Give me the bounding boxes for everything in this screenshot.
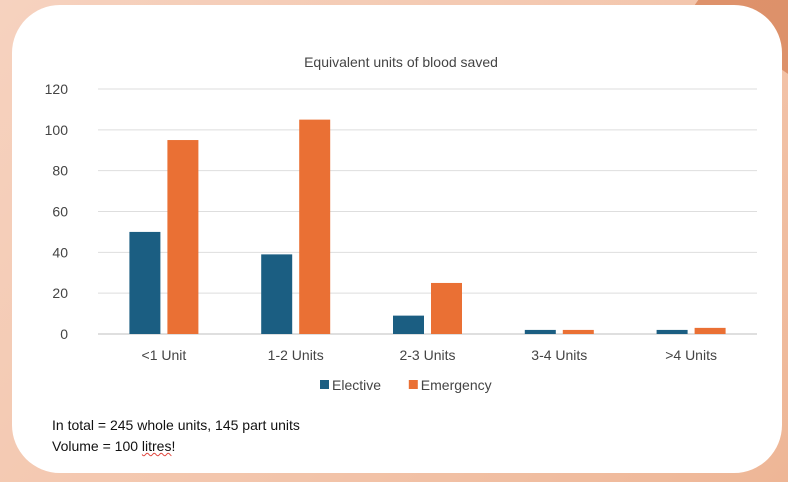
- bar-emergency: [694, 327, 726, 334]
- bar-elective: [524, 329, 556, 334]
- y-tick-label: 80: [52, 163, 68, 179]
- volume-note-unit: litres: [141, 438, 172, 454]
- legend-swatch-emergency: [408, 380, 418, 389]
- summary-notes: In total = 245 whole units, 145 part uni…: [52, 415, 300, 457]
- legend-label-elective: Elective: [332, 377, 381, 393]
- bar-elective: [129, 231, 161, 334]
- bar-elective: [656, 329, 688, 334]
- legend-swatch-elective: [320, 380, 329, 389]
- bar-chart: Equivalent units of blood saved 0 20 40 60 8…: [45, 54, 757, 393]
- bar-emergency: [167, 140, 199, 334]
- x-tick-label: 1-2 Units: [268, 347, 324, 363]
- volume-note: Volume = 100 litres!: [52, 436, 300, 457]
- x-tick-label: <1 Unit: [142, 347, 187, 363]
- x-tick-label: >4 Units: [665, 347, 717, 363]
- total-units-note: In total = 245 whole units, 145 part uni…: [52, 417, 300, 433]
- volume-note-prefix: Volume = 100: [52, 438, 142, 454]
- y-tick-label: 100: [45, 122, 69, 138]
- bar-emergency: [562, 329, 594, 334]
- bar-elective: [261, 254, 293, 334]
- x-tick-label: 2-3 Units: [399, 347, 455, 363]
- y-tick-label: 60: [52, 204, 68, 220]
- y-tick-label: 120: [45, 81, 69, 97]
- bar-elective: [393, 315, 424, 334]
- bar-emergency: [431, 282, 462, 334]
- y-tick-label: 0: [60, 326, 68, 342]
- legend-label-emergency: Emergency: [421, 377, 492, 393]
- chart-title: Equivalent units of blood saved: [304, 54, 498, 70]
- x-tick-label: 3-4 Units: [531, 347, 587, 363]
- slide-card: Equivalent units of blood saved 0 20 40 60 8…: [12, 5, 782, 473]
- y-tick-label: 40: [52, 244, 68, 260]
- bar-emergency: [299, 119, 331, 334]
- volume-note-suffix: !: [171, 438, 176, 454]
- y-tick-label: 20: [52, 285, 68, 301]
